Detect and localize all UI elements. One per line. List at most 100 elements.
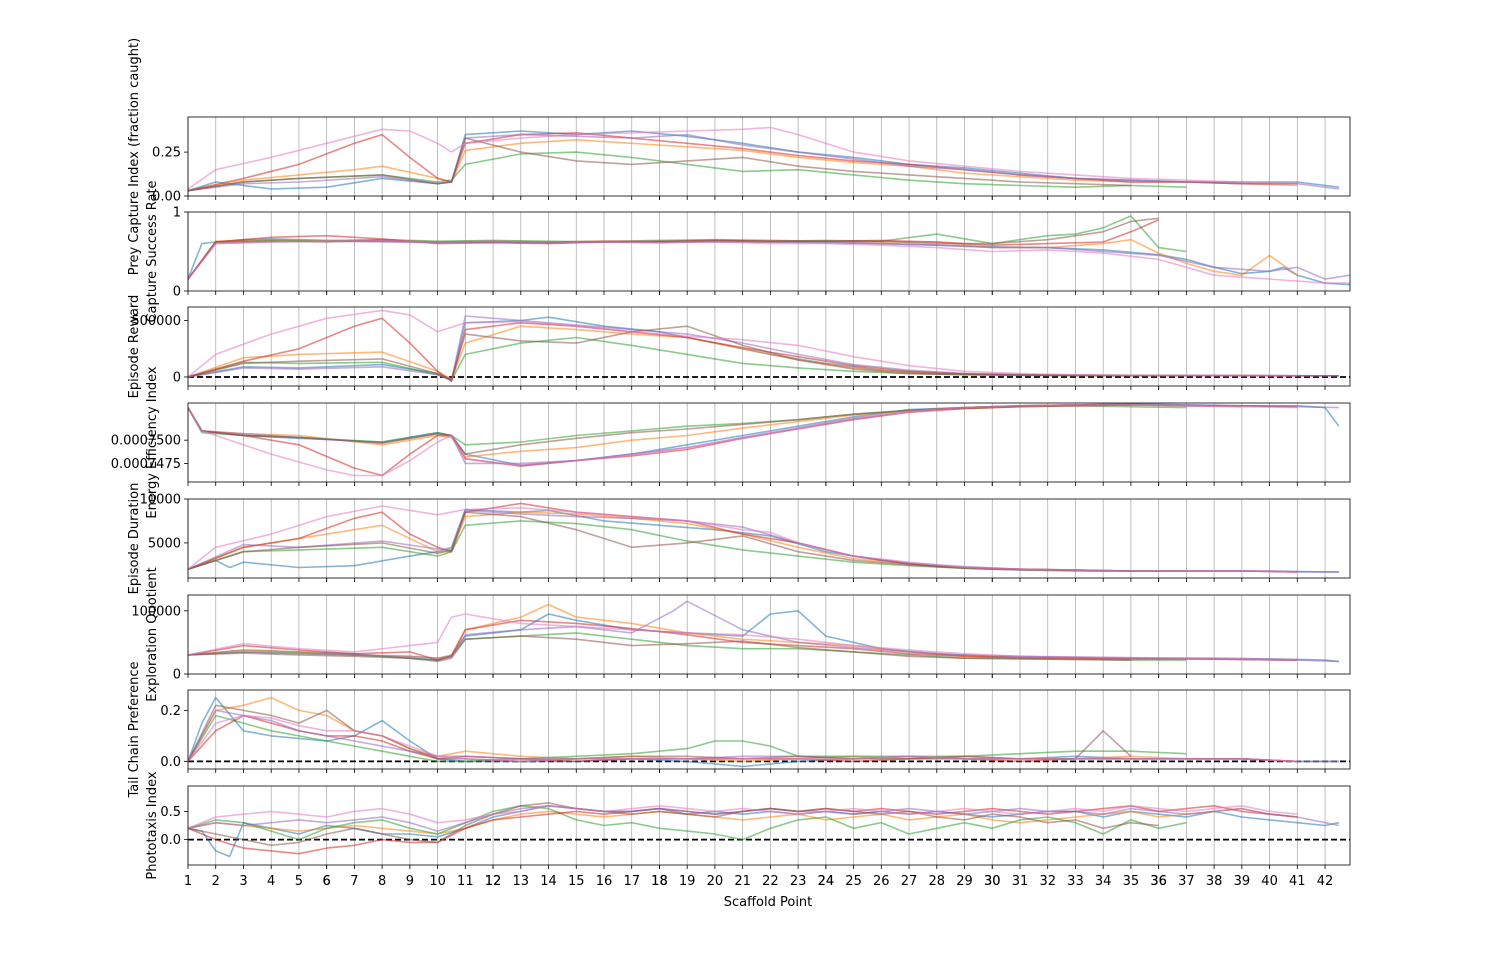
panel-frame [187, 594, 1351, 675]
series-line-5 [188, 600, 1339, 663]
x-tick-label: 16 [596, 874, 613, 889]
y-tick-label: 0 [173, 668, 181, 683]
y-tick-label: 100000 [131, 604, 181, 619]
series-line-5 [188, 315, 1339, 382]
series-line-6 [188, 137, 1131, 192]
x-tick-label: 20 [707, 874, 724, 889]
x-tick-label: 6 [323, 874, 331, 889]
panel-2: 0 1 Capture Success Rate [145, 180, 1351, 323]
x-tick-label: 35 [1123, 874, 1140, 889]
panel-frame [187, 689, 1351, 770]
y-tick-label: 0.0007500 [111, 434, 181, 449]
y-tick-label: 0.0007475 [111, 457, 181, 472]
x-tick-label: 33 [1067, 874, 1084, 889]
x-tick-label: 6 [323, 874, 331, 889]
x-tick-label: 24 [818, 874, 835, 889]
y-tick-label: 0 [173, 370, 181, 385]
panel-frame [187, 498, 1351, 579]
y-axis-label: Exploration Quotient [145, 567, 160, 702]
series-line-4 [188, 219, 1159, 280]
x-tick-label: 34 [1095, 874, 1112, 889]
x-tick-label: 38 [1206, 874, 1223, 889]
series-line-2 [188, 139, 1298, 192]
y-axis-label: Capture Success Rate [145, 180, 160, 322]
panel-frame [187, 116, 1351, 197]
series-line-7 [188, 505, 1298, 573]
x-tick-label: 23 [790, 874, 807, 889]
series-line-7 [188, 714, 1298, 763]
x-tick-label: 7 [350, 874, 358, 889]
x-tick-label: 10 [429, 874, 446, 889]
x-tick-label: 18 [651, 874, 668, 889]
y-tick-label: 5000 [148, 536, 181, 551]
x-tick-label: 28 [929, 874, 946, 889]
series-group [188, 309, 1339, 383]
x-tick-label: 13 [513, 874, 530, 889]
x-tick-label: 14 [540, 874, 557, 889]
x-tick-label: 30 [984, 874, 1001, 889]
x-tick-label: 31 [1012, 874, 1029, 889]
y-tick-label: 0.0 [160, 755, 181, 770]
x-tick-label: 27 [901, 874, 918, 889]
x-axis-label: Scaffold Point [724, 895, 813, 910]
x-tick-label: 19 [679, 874, 696, 889]
y-axis-label: Tail Chain Preference [127, 661, 142, 798]
x-tick-label: 26 [873, 874, 890, 889]
y-axis-label: Prey Capture Index (fraction caught) [127, 38, 142, 275]
series-group [188, 403, 1340, 477]
series-line-7 [188, 804, 1298, 830]
y-axis-label: Energy Efficiency Index [145, 366, 160, 518]
y-axis-label: Episode Duration [127, 483, 142, 595]
y-tick-label: 0.0 [160, 833, 181, 848]
series-group [188, 126, 1340, 192]
series-group [188, 802, 1340, 858]
series-line-3 [188, 804, 1187, 841]
x-tick-label: 1 [184, 874, 192, 889]
x-tick-label: 15 [568, 874, 585, 889]
series-line-5 [188, 240, 1350, 280]
series-line-1 [188, 508, 1339, 573]
x-tick-label: 29 [956, 874, 973, 889]
y-tick-label: 10000 [140, 493, 181, 508]
series-line-6 [188, 802, 1159, 847]
series-line-5 [188, 403, 1339, 465]
panel-7: 0.0 0.2 Tail Chain Preference [127, 661, 1351, 799]
series-line-2 [188, 807, 1298, 835]
y-tick-label: 0.25 [152, 146, 181, 161]
x-tick-label: 30 [984, 874, 1001, 889]
series-line-1 [188, 238, 1350, 286]
x-tick-label: 12 [485, 874, 502, 889]
x-tick-label: 32 [1039, 874, 1056, 889]
y-tick-label: 0.2 [160, 704, 181, 719]
series-line-7 [188, 126, 1298, 190]
x-tick-label: 2 [212, 874, 220, 889]
x-tick-label: 3 [239, 874, 247, 889]
y-axis-label: Episode Reward [127, 295, 142, 399]
x-tick-label: 21 [734, 874, 751, 889]
x-tick-label: 39 [1234, 874, 1251, 889]
x-tick-label: 24 [818, 874, 835, 889]
y-tick-label: 0.00 [152, 190, 181, 205]
panel-frame [187, 211, 1351, 292]
x-tick-label: 36 [1150, 874, 1167, 889]
x-tick-label: 18 [651, 874, 668, 889]
x-tick-label: 4 [267, 874, 275, 889]
x-tick-label: 11 [457, 874, 474, 889]
series-line-7 [188, 404, 1298, 477]
x-tick-label: 40 [1261, 874, 1278, 889]
series-line-7 [188, 239, 1350, 284]
panel-frame [187, 402, 1351, 483]
x-tick-label: 12 [485, 874, 502, 889]
y-tick-label: 500000 [131, 314, 181, 329]
series-group [188, 215, 1350, 286]
series-line-7 [188, 309, 1298, 378]
x-tick-label: 42 [1317, 874, 1334, 889]
x-tick-label: 36 [1150, 874, 1167, 889]
panel-frame [187, 306, 1351, 387]
